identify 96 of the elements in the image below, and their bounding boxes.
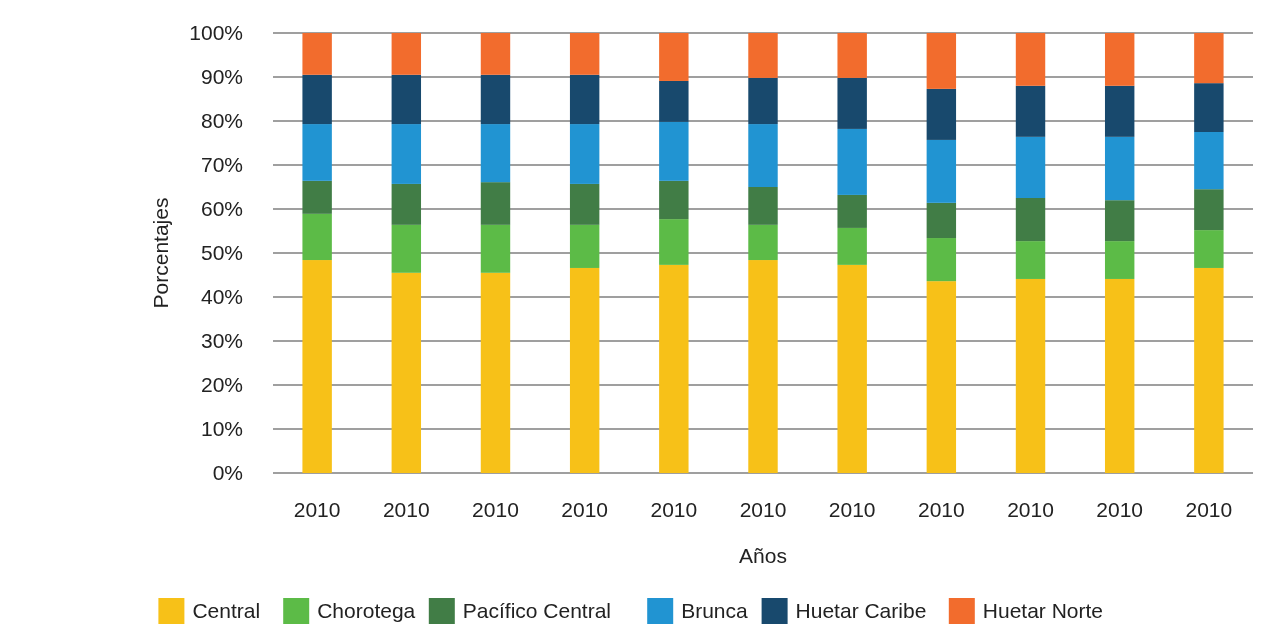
bar xyxy=(569,124,600,184)
bar xyxy=(569,267,600,473)
bar xyxy=(569,183,600,225)
bar xyxy=(926,281,957,473)
y-tick-label: 40% xyxy=(200,285,243,309)
bar xyxy=(1194,189,1224,231)
bar xyxy=(480,74,511,125)
x-tick-label: 2010 xyxy=(472,498,519,521)
x-axis-title: Años xyxy=(739,544,787,567)
bar xyxy=(480,224,511,273)
x-tick-label: 2010 xyxy=(1185,498,1233,521)
bar xyxy=(480,272,511,473)
bar xyxy=(748,124,778,187)
bar xyxy=(837,194,867,228)
bar xyxy=(302,260,332,473)
y-tick-label: 60% xyxy=(200,197,243,221)
bar xyxy=(391,183,422,225)
bar xyxy=(480,182,511,225)
y-tick-label: 70% xyxy=(200,153,243,177)
bar xyxy=(659,80,689,122)
bar xyxy=(302,33,332,75)
bar xyxy=(837,33,867,78)
bar xyxy=(391,33,422,75)
y-axis-title: Porcentajes xyxy=(149,197,172,309)
bar xyxy=(837,77,867,129)
x-tick-label: 2010 xyxy=(382,498,430,521)
bar xyxy=(302,124,332,181)
bar xyxy=(659,264,689,473)
x-tick-label: 2010 xyxy=(828,498,876,521)
legend-label: Brunca xyxy=(681,599,749,623)
bar xyxy=(1104,33,1135,86)
bar xyxy=(391,272,422,473)
bar xyxy=(926,33,957,89)
bar xyxy=(659,180,689,220)
x-tick-label: 2010 xyxy=(1096,498,1144,521)
x-tick-label: 2010 xyxy=(650,498,698,521)
bar xyxy=(659,121,689,181)
bar xyxy=(1015,33,1046,86)
bar xyxy=(926,139,957,203)
y-tick-label: 10% xyxy=(200,417,243,441)
x-tick-label: 2010 xyxy=(293,498,341,521)
legend-label: Chorotega xyxy=(317,599,416,623)
bar xyxy=(391,124,422,184)
y-tick-label: 90% xyxy=(200,65,243,89)
bar xyxy=(1194,267,1224,473)
bar xyxy=(748,77,778,125)
bar xyxy=(1104,200,1135,242)
bar xyxy=(480,124,511,183)
bar xyxy=(1194,230,1224,268)
bar xyxy=(748,224,778,261)
bar xyxy=(659,219,689,265)
bar xyxy=(569,224,600,268)
bar xyxy=(926,238,957,282)
bar xyxy=(391,224,422,273)
y-tick-label: 0% xyxy=(212,461,243,485)
bar xyxy=(1194,33,1224,84)
bar xyxy=(1015,198,1046,242)
legend-label: Huetar Norte xyxy=(982,599,1104,623)
y-tick-label: 80% xyxy=(200,109,243,133)
bar xyxy=(1104,241,1135,279)
x-tick-label: 2010 xyxy=(561,498,609,521)
bar xyxy=(1104,278,1135,473)
bar xyxy=(837,264,867,473)
y-tick-label: 20% xyxy=(200,373,243,397)
y-tick-label: 50% xyxy=(200,241,243,265)
bar xyxy=(302,74,332,125)
bar xyxy=(302,213,332,261)
bar xyxy=(748,33,778,78)
bar xyxy=(302,180,332,214)
bar xyxy=(1104,136,1135,201)
x-tick-label: 2010 xyxy=(917,498,965,521)
bar xyxy=(926,202,957,239)
bar xyxy=(1015,278,1046,473)
bar xyxy=(748,187,778,225)
legend-label: Pacífico Central xyxy=(462,599,612,623)
bar xyxy=(1104,85,1135,137)
bar xyxy=(837,128,867,195)
legend-label: Central xyxy=(192,599,261,623)
bar xyxy=(1015,136,1046,198)
bar xyxy=(837,227,867,265)
bar xyxy=(569,33,600,75)
bar xyxy=(1015,85,1046,137)
bar xyxy=(1015,241,1046,279)
bar xyxy=(748,260,778,473)
legend-label: Huetar Caribe xyxy=(795,599,927,623)
bar xyxy=(659,33,689,81)
bar xyxy=(1194,83,1224,132)
x-tick-label: 2010 xyxy=(1007,498,1054,521)
bar xyxy=(1194,132,1224,190)
bar xyxy=(926,88,957,140)
bar xyxy=(569,74,600,125)
bar xyxy=(391,74,422,125)
y-tick-label: 30% xyxy=(200,329,243,353)
bar xyxy=(480,33,511,75)
x-tick-label: 2010 xyxy=(739,498,787,521)
y-tick-label: 100% xyxy=(189,21,243,45)
